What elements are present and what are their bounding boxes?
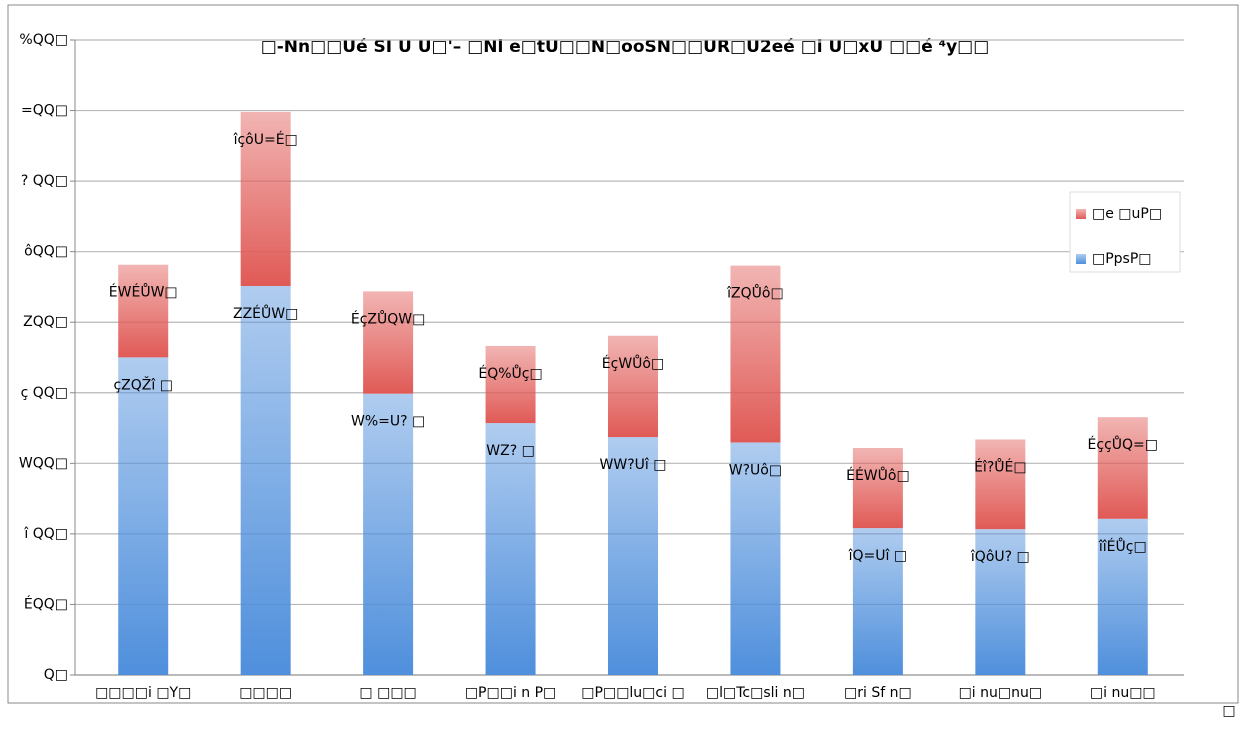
value-label: ÉçWŮô□ xyxy=(602,354,664,372)
bar-segment xyxy=(1097,417,1148,519)
bar-segment xyxy=(852,447,903,529)
bar-segment xyxy=(852,528,903,675)
value-label: ÉçZŮQW□ xyxy=(351,309,425,327)
footnote: □ xyxy=(1222,703,1235,719)
value-label: îQ=Uî □ xyxy=(848,548,907,564)
bar-segment xyxy=(975,439,1026,530)
chart-title: □-Nn□□Ué SI U U□'– □Nl e□tU□□N□ooSN□□UR□… xyxy=(261,37,990,57)
bar-segment xyxy=(1097,518,1148,675)
x-tick-label: □P□□i n P□ xyxy=(465,685,556,701)
legend-box xyxy=(1069,191,1181,273)
bar-segment xyxy=(730,265,781,443)
bar-segment xyxy=(608,437,658,675)
y-tick-label: ôQQ□ xyxy=(24,244,68,260)
x-tick-label: □ri Sf n□ xyxy=(844,685,912,701)
y-tick-label: %QQ□ xyxy=(19,32,68,48)
x-tick-label: □l□Tc□sli n□ xyxy=(706,685,805,701)
value-label: ZZÉŮW□ xyxy=(233,304,298,322)
y-tick-label: Q□ xyxy=(44,667,68,683)
bar-segment xyxy=(608,335,658,438)
value-label: ÉWÉŮW□ xyxy=(109,283,178,301)
value-label: îçôU=É□ xyxy=(233,131,298,148)
value-label: Éî?ŮÉ□ xyxy=(974,457,1027,475)
x-tick-label: □ □□□ xyxy=(359,685,416,701)
x-tick-label: □i nu□nu□ xyxy=(959,685,1043,701)
value-label: ÉÉWŮô□ xyxy=(846,466,910,484)
value-label: W?Uô□ xyxy=(729,462,782,478)
value-label: WW?Uî □ xyxy=(600,457,667,473)
legend-label: □PpsP□ xyxy=(1092,251,1152,267)
bar-segment xyxy=(240,286,291,675)
value-label: îZQŮô□ xyxy=(726,284,784,302)
value-label: WZ? □ xyxy=(486,443,535,459)
bar-segment xyxy=(363,291,414,394)
value-label: W%=U? □ xyxy=(351,414,425,430)
value-label: îQôU? □ xyxy=(970,549,1030,565)
y-tick-label: î QQ□ xyxy=(23,526,68,542)
y-tick-label: =QQ□ xyxy=(21,103,68,119)
value-label: çZQŽî □ xyxy=(113,375,172,393)
legend-label: □e □uP□ xyxy=(1092,206,1162,222)
legend-swatch xyxy=(1076,209,1086,219)
bar-segment xyxy=(240,111,291,287)
value-label: ÉççŮQ=□ xyxy=(1088,435,1158,453)
y-tick-label: ÉQQ□ xyxy=(24,595,68,612)
x-tick-label: □i nu□□ xyxy=(1090,685,1156,701)
x-tick-label: □□□□ xyxy=(239,685,292,701)
value-label: îîÉŮç□ xyxy=(1098,537,1147,555)
y-tick-label: WQQ□ xyxy=(19,455,68,471)
x-tick-label: □P□□lu□ci □ xyxy=(581,685,684,701)
bar-segment xyxy=(730,442,781,675)
x-tick-label: □□□□i □Y□ xyxy=(95,685,191,701)
legend-swatch xyxy=(1076,254,1086,264)
bar-segment xyxy=(485,423,536,675)
y-tick-label: ç QQ□ xyxy=(21,385,68,401)
bar-segment xyxy=(485,345,536,424)
y-tick-label: ? QQ□ xyxy=(21,173,68,189)
bar-segment xyxy=(363,393,414,675)
bar-segment xyxy=(975,529,1026,675)
y-tick-label: ZQQ□ xyxy=(23,314,68,330)
bar-segment xyxy=(118,264,169,358)
value-label: ÉQ%Ůç□ xyxy=(478,364,542,382)
bar-segment xyxy=(118,357,169,675)
